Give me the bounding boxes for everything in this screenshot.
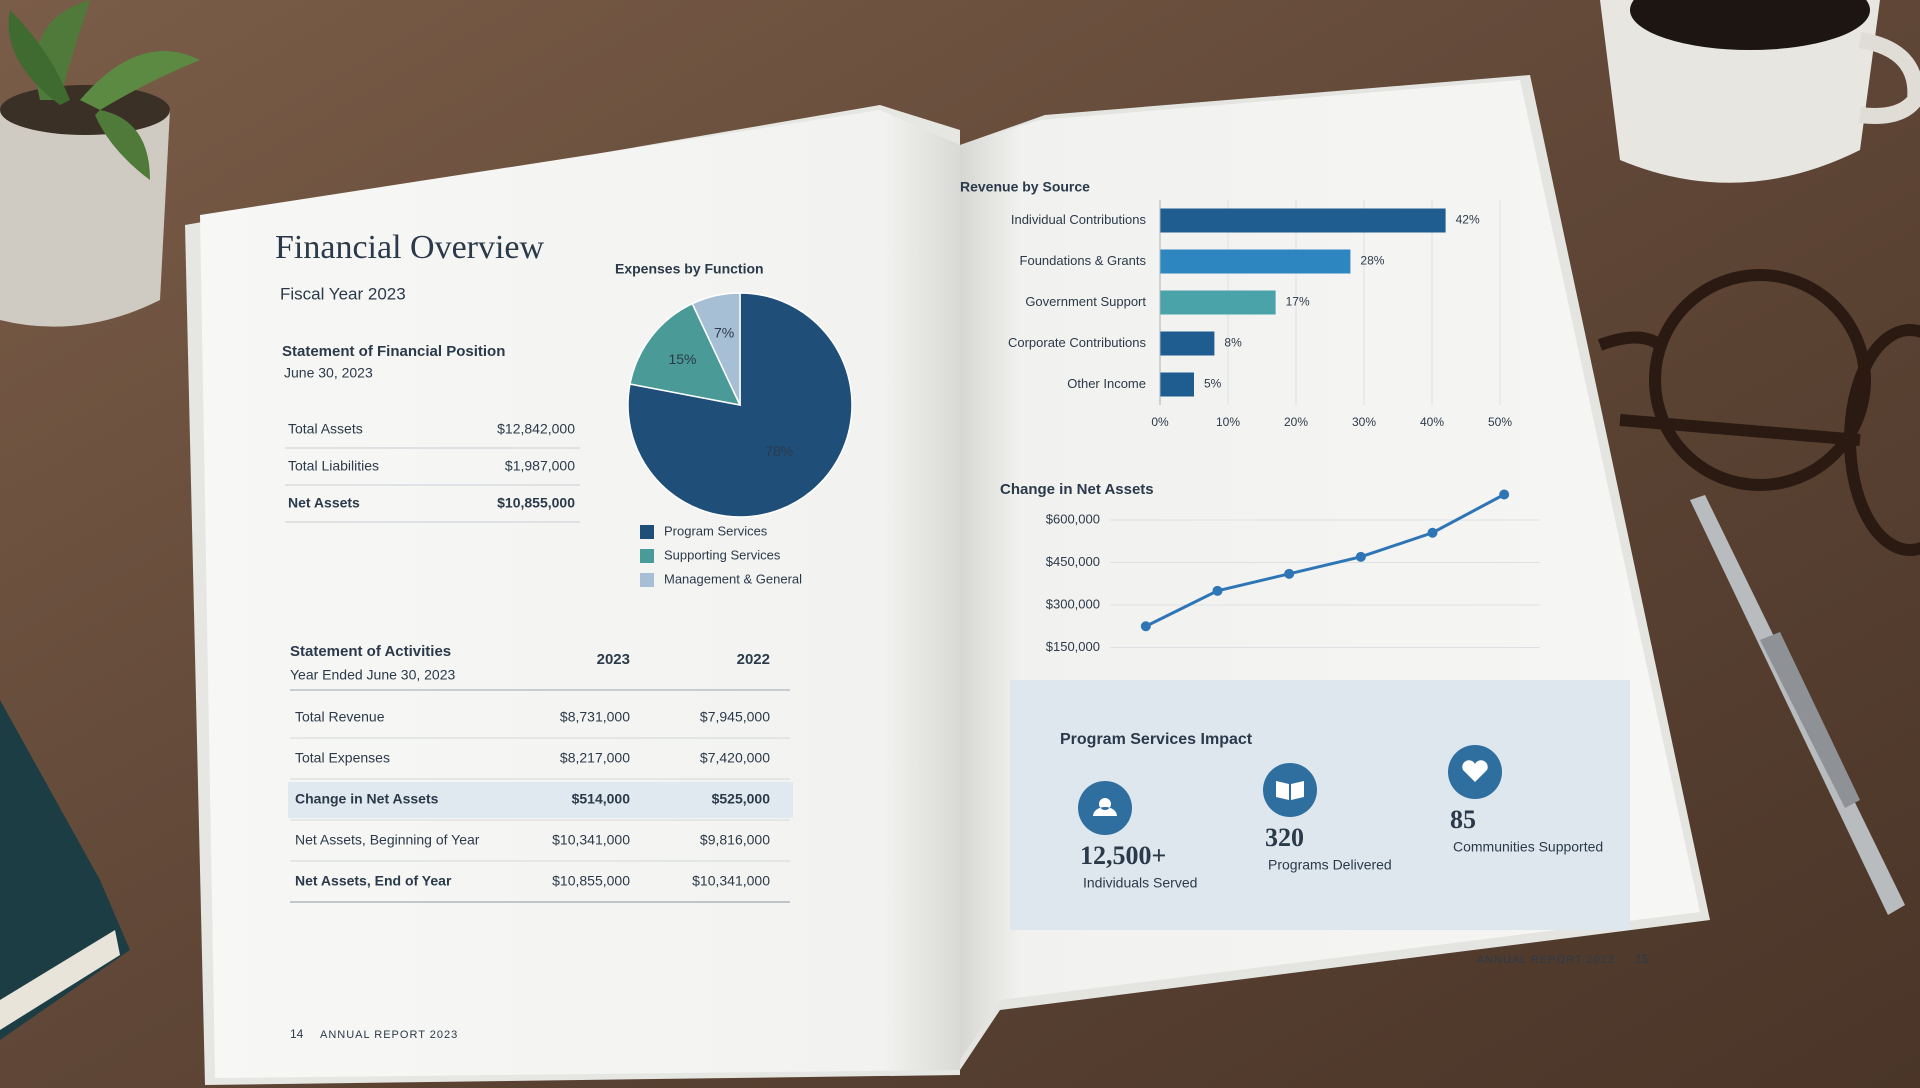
row-value: $7,420,000	[700, 750, 770, 766]
glasses	[1597, 269, 1920, 556]
line-point	[1140, 621, 1151, 632]
impact-icon	[1078, 781, 1132, 835]
legend-swatch	[640, 573, 654, 587]
x-tick-label: 40%	[1420, 415, 1444, 429]
row-value: $525,000	[712, 791, 771, 807]
row-value: $1,987,000	[505, 458, 575, 474]
category-label: Other Income	[1067, 376, 1146, 391]
pie-slice	[691, 292, 741, 406]
x-tick-label: 0%	[1151, 415, 1169, 429]
mug	[1600, 0, 1920, 183]
row-value: $10,341,000	[692, 873, 770, 889]
x-tick-label: 20%	[1284, 415, 1308, 429]
bar	[1160, 331, 1215, 356]
x-tick-label: 30%	[1352, 415, 1376, 429]
chart-title: Change in Net Assets	[1000, 481, 1154, 498]
y-tick-label: $150,000	[1046, 639, 1100, 654]
row-value: $9,816,000	[700, 832, 770, 848]
bar	[1160, 208, 1446, 233]
row-value: $8,731,000	[560, 709, 630, 725]
row-value: $514,000	[572, 791, 631, 807]
impact-icon-glyph	[1093, 798, 1117, 816]
row-value: $10,341,000	[552, 832, 630, 848]
value-label: 28%	[1360, 254, 1384, 268]
impact-label: Individuals Served	[1083, 875, 1197, 891]
row-label: Total Liabilities	[288, 458, 379, 474]
line-point	[1427, 527, 1438, 538]
y-tick-label: $450,000	[1046, 554, 1100, 569]
value-label: 5%	[1204, 377, 1222, 391]
x-tick-label: 50%	[1488, 415, 1512, 429]
row-label: Net Assets, Beginning of Year	[295, 832, 480, 848]
row-label: Total Assets	[288, 421, 363, 437]
pie-slice	[629, 302, 742, 407]
subtitle: Fiscal Year 2023	[280, 284, 406, 303]
content: Financial Overview Fiscal Year 2023 Statem…	[275, 179, 1649, 1041]
bar	[1160, 249, 1351, 274]
impact-title: Program Services Impact	[1060, 731, 1253, 748]
line-point	[1212, 585, 1223, 596]
slice-label: 15%	[668, 351, 696, 367]
value-label: 17%	[1286, 295, 1310, 309]
legend-label: Program Services	[664, 523, 768, 538]
impact-value: 85	[1450, 805, 1476, 834]
page-number: 15	[1635, 952, 1649, 966]
category-label: Government Support	[1025, 294, 1146, 309]
column-header: 2022	[737, 651, 770, 668]
page-number: 14	[290, 1027, 304, 1041]
slice-label: 78%	[765, 443, 793, 459]
row-value: $8,217,000	[560, 750, 630, 766]
line-series	[1145, 493, 1505, 628]
category-label: Corporate Contributions	[1008, 335, 1147, 350]
legend-swatch	[640, 549, 654, 563]
legend-label: Supporting Services	[664, 547, 781, 562]
value-label: 42%	[1456, 213, 1480, 227]
impact-icon-glyph	[1276, 781, 1304, 800]
category-label: Individual Contributions	[1011, 212, 1147, 227]
footer-label: ANNUAL REPORT 2023	[320, 1029, 458, 1041]
plant	[0, 0, 200, 327]
line-point	[1284, 568, 1295, 579]
slice-label: 7%	[714, 325, 734, 341]
impact-icon	[1263, 763, 1317, 817]
row-value: $12,842,000	[497, 421, 575, 437]
row-label: Net Assets, End of Year	[295, 873, 452, 889]
line-point	[1499, 489, 1510, 500]
section-heading: Statement of Activities	[290, 643, 451, 660]
row-value: $10,855,000	[552, 873, 630, 889]
legend-label: Management & General	[664, 571, 802, 586]
y-tick-label: $600,000	[1046, 511, 1100, 526]
row-label: Total Expenses	[295, 750, 390, 766]
y-tick-label: $300,000	[1046, 596, 1100, 611]
section-heading: Statement of Financial Position	[282, 343, 505, 360]
footer-label: ANNUAL REPORT 2023	[1477, 954, 1615, 966]
x-tick-label: 10%	[1216, 415, 1240, 429]
legend-swatch	[640, 525, 654, 539]
impact-label: Communities Supported	[1453, 839, 1603, 855]
row-label: Total Revenue	[295, 709, 385, 725]
bar	[1160, 290, 1276, 315]
chart-title: Revenue by Source	[960, 179, 1090, 195]
notebook	[0, 700, 130, 1040]
row-value: $7,945,000	[700, 709, 770, 725]
row-label: Change in Net Assets	[295, 791, 439, 807]
pen	[1690, 495, 1905, 915]
impact-value: 320	[1265, 823, 1304, 852]
section-date: June 30, 2023	[284, 365, 373, 381]
column-header: 2023	[597, 651, 630, 668]
impact-value: 12,500+	[1080, 841, 1166, 870]
bar	[1160, 372, 1194, 397]
value-label: 8%	[1224, 336, 1242, 350]
line-point	[1355, 551, 1366, 562]
title: Financial Overview	[275, 229, 545, 266]
row-value: $10,855,000	[497, 495, 575, 511]
row-highlight	[288, 782, 793, 818]
row-label: Net Assets	[288, 495, 360, 511]
impact-label: Programs Delivered	[1268, 857, 1392, 873]
impact-icon-glyph	[1462, 760, 1488, 782]
chart-title: Expenses by Function	[615, 261, 764, 277]
category-label: Foundations & Grants	[1020, 253, 1147, 268]
section-date: Year Ended June 30, 2023	[290, 667, 456, 683]
